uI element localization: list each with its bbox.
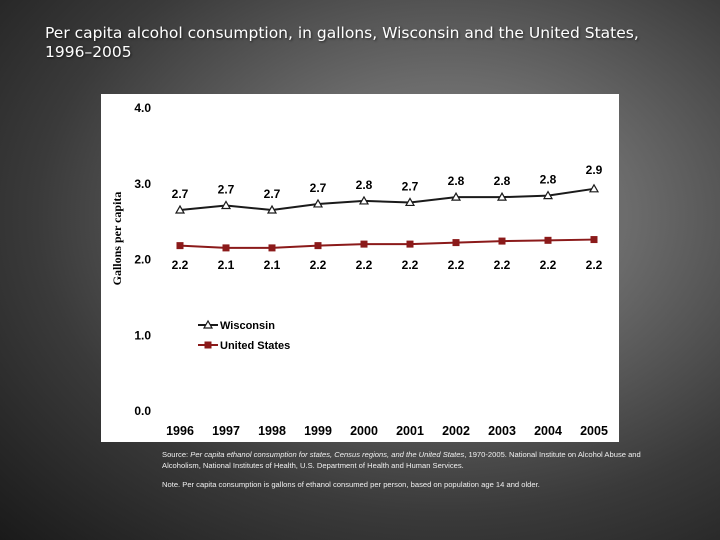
y-axis-label: Gallons per capita (110, 192, 124, 286)
y-tick-label: 1.0 (134, 328, 151, 342)
data-label-united-states: 2.1 (218, 258, 235, 272)
data-label-united-states: 2.1 (264, 258, 281, 272)
data-label-wisconsin: 2.7 (310, 181, 327, 195)
data-label-wisconsin: 2.7 (218, 182, 235, 196)
data-point-wisconsin (404, 197, 416, 207)
data-label-wisconsin: 2.7 (172, 187, 189, 201)
note-text: Note. Per capita consumption is gallons … (162, 480, 540, 489)
data-point-wisconsin (496, 191, 508, 201)
data-label-united-states: 2.2 (402, 258, 419, 272)
legend-label-wisconsin: Wisconsin (220, 320, 275, 332)
source-title: Per capita ethanol consumption for state… (190, 450, 465, 459)
x-tick-label: 2004 (534, 424, 562, 438)
data-label-wisconsin: 2.7 (264, 187, 281, 201)
data-label-wisconsin: 2.8 (540, 173, 557, 187)
data-label-united-states: 2.2 (540, 258, 557, 272)
x-tick-label: 1996 (166, 424, 194, 438)
data-point-united-states (452, 239, 460, 247)
legend-marker-wisconsin (202, 319, 214, 329)
data-point-united-states (498, 237, 506, 245)
data-point-wisconsin (312, 198, 324, 208)
data-point-united-states (590, 236, 598, 244)
source-label: Source: (162, 450, 189, 459)
line-chart: 0.0 1.0 2.0 3.0 4.0 Gallons per capita 1996 199… (110, 101, 608, 438)
data-label-wisconsin: 2.7 (402, 179, 419, 193)
x-tick-label: 1998 (258, 424, 286, 438)
data-label-united-states: 2.2 (310, 258, 327, 272)
data-point-united-states (222, 244, 230, 252)
data-point-united-states (406, 240, 414, 248)
data-label-united-states: 2.2 (586, 258, 603, 272)
x-tick-label: 2003 (488, 424, 516, 438)
y-tick-label: 0.0 (134, 404, 151, 418)
x-tick-label: 1999 (304, 424, 332, 438)
y-tick-label: 2.0 (134, 253, 151, 267)
y-tick-label: 3.0 (134, 177, 151, 191)
data-point-wisconsin (450, 191, 462, 201)
series-line-wisconsin (179, 187, 595, 212)
source-citation: Source: Per capita ethanol consumption f… (162, 449, 652, 471)
x-tick-label: 2001 (396, 424, 424, 438)
x-tick-label: 2002 (442, 424, 470, 438)
data-label-wisconsin: 2.8 (494, 174, 511, 188)
x-tick-label: 2000 (350, 424, 378, 438)
source-details: , 1970-2005. National Institute on Alcoh… (162, 450, 641, 470)
data-point-united-states (544, 236, 552, 244)
data-point-wisconsin (358, 195, 370, 205)
data-label-united-states: 2.2 (448, 258, 465, 272)
x-tick-label: 1997 (212, 424, 240, 438)
data-label-wisconsin: 2.9 (586, 163, 603, 177)
data-point-wisconsin (542, 190, 554, 200)
data-label-united-states: 2.2 (172, 258, 189, 272)
data-label-united-states: 2.2 (356, 258, 373, 272)
slide-title: Per capita alcohol consumption, in gallo… (45, 24, 639, 61)
legend-label-united-states: United States (220, 340, 290, 352)
data-point-united-states (314, 242, 322, 250)
data-label-united-states: 2.2 (494, 258, 511, 272)
data-point-united-states (268, 244, 276, 252)
series-line-united-states (179, 238, 595, 249)
data-point-wisconsin (588, 183, 600, 193)
data-label-wisconsin: 2.8 (448, 174, 465, 188)
data-point-united-states (360, 240, 368, 248)
data-label-wisconsin: 2.8 (356, 178, 373, 192)
y-tick-label: 4.0 (134, 101, 151, 115)
data-point-wisconsin (266, 204, 278, 214)
chart-panel: 0.0 1.0 2.0 3.0 4.0 Gallons per capita 1996 199… (101, 94, 619, 442)
legend-marker-united-states (204, 341, 212, 349)
x-tick-label: 2005 (580, 424, 608, 438)
data-point-wisconsin (220, 200, 232, 210)
data-point-united-states (176, 242, 184, 250)
data-point-wisconsin (174, 204, 186, 214)
